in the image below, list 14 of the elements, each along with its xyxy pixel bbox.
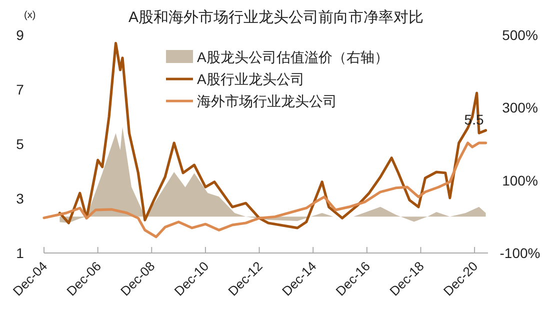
ylabel: (x) (24, 10, 36, 21)
legend-label: A股行业龙头公司 (197, 71, 304, 87)
legend-label: A股龙头公司估值溢价（右轴） (197, 49, 388, 65)
y-tick-label: 9 (16, 27, 24, 43)
y2-tick-label: 500% (502, 27, 538, 43)
y2-tick-label: -100% (500, 245, 540, 261)
y2-tick-label: 300% (502, 100, 538, 116)
y-tick-label: 7 (16, 82, 24, 98)
legend-label: 海外市场行业龙头公司 (197, 93, 337, 109)
y2-tick-label: 100% (502, 172, 538, 188)
y-tick-label: 3 (16, 190, 24, 206)
y-tick-label: 1 (16, 245, 24, 261)
title: A股和海外市场行业龙头公司前向市净率对比 (128, 9, 424, 26)
y-tick-label: 5 (16, 136, 24, 152)
